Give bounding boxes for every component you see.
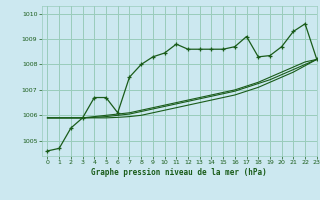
X-axis label: Graphe pression niveau de la mer (hPa): Graphe pression niveau de la mer (hPa) <box>91 168 267 177</box>
